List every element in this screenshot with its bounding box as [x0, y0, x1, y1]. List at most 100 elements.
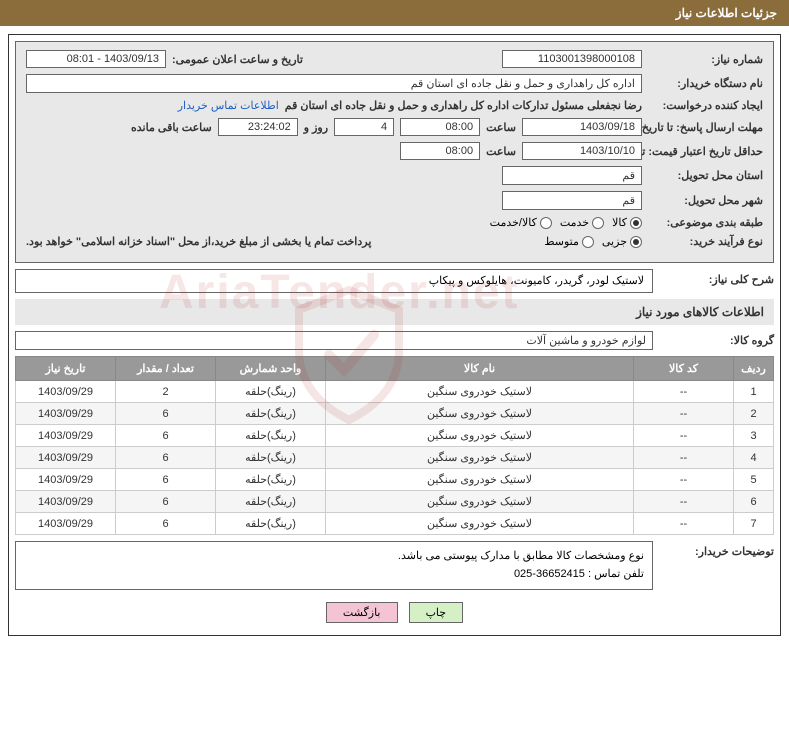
table-cell-qty: 6 — [116, 491, 216, 513]
print-button[interactable]: چاپ — [409, 602, 464, 623]
table-cell-unit: (رینگ)حلقه — [216, 469, 326, 491]
table-row: 4--لاستیک خودروی سنگین(رینگ)حلقه61403/09… — [16, 447, 774, 469]
th-name: نام کالا — [326, 357, 634, 381]
radio-khadmat-label: خدمت — [560, 216, 589, 229]
radio-dot-icon — [540, 217, 552, 229]
main-container: AriaTender.net شماره نیاز: 1103001398000… — [8, 34, 781, 636]
table-row: 6--لاستیک خودروی سنگین(رینگ)حلقه61403/09… — [16, 491, 774, 513]
table-cell-unit: (رینگ)حلقه — [216, 513, 326, 535]
table-cell-code: -- — [634, 469, 734, 491]
table-row: 3--لاستیک خودروی سنگین(رینگ)حلقه61403/09… — [16, 425, 774, 447]
goods-section-title: اطلاعات کالاهای مورد نیاز — [15, 299, 774, 325]
contact-link[interactable]: اطلاعات تماس خریدار — [178, 99, 279, 112]
table-row: 7--لاستیک خودروی سنگین(رینگ)حلقه61403/09… — [16, 513, 774, 535]
radio-partial[interactable]: جزیی — [602, 235, 642, 248]
table-cell-name: لاستیک خودروی سنگین — [326, 403, 634, 425]
table-cell-qty: 6 — [116, 425, 216, 447]
radio-dot-icon — [582, 236, 594, 248]
table-cell-qty: 2 — [116, 381, 216, 403]
goods-group-value: لوازم خودرو و ماشین آلات — [15, 331, 653, 350]
payment-note: پرداخت تمام یا بخشی از مبلغ خرید،از محل … — [26, 235, 371, 248]
buyer-label: نام دستگاه خریدار: — [648, 77, 763, 90]
table-cell-unit: (رینگ)حلقه — [216, 381, 326, 403]
page-title: جزئیات اطلاعات نیاز — [0, 0, 789, 26]
table-row: 5--لاستیک خودروی سنگین(رینگ)حلقه61403/09… — [16, 469, 774, 491]
goods-table-container: ردیف کد کالا نام کالا واحد شمارش تعداد /… — [15, 356, 774, 535]
table-cell-unit: (رینگ)حلقه — [216, 425, 326, 447]
table-cell-row: 3 — [734, 425, 774, 447]
table-cell-name: لاستیک خودروی سنگین — [326, 513, 634, 535]
general-desc: لاستیک لودر، گریدر، کامیونت، هایلوکس و پ… — [15, 269, 653, 293]
announce-value: 1403/09/13 - 08:01 — [26, 50, 166, 68]
deadline-time: 08:00 — [400, 118, 480, 136]
radio-kala[interactable]: کالا — [612, 216, 642, 229]
city-value: قم — [502, 191, 642, 210]
radio-medium[interactable]: متوسط — [544, 235, 594, 248]
back-button[interactable]: بازگشت — [326, 602, 398, 623]
table-cell-date: 1403/09/29 — [16, 447, 116, 469]
need-number-label: شماره نیاز: — [648, 53, 763, 66]
remaining-suffix: ساعت باقی مانده — [131, 121, 212, 134]
radio-dot-icon — [630, 217, 642, 229]
city-label: شهر محل تحویل: — [648, 194, 763, 207]
validity-date: 1403/10/10 — [522, 142, 642, 160]
table-cell-unit: (رینگ)حلقه — [216, 447, 326, 469]
requester-label: ایجاد کننده درخواست: — [648, 99, 763, 112]
th-row: ردیف — [734, 357, 774, 381]
validity-time: 08:00 — [400, 142, 480, 160]
table-cell-name: لاستیک خودروی سنگین — [326, 425, 634, 447]
process-radio-group: جزیی متوسط — [544, 235, 642, 248]
table-cell-date: 1403/09/29 — [16, 491, 116, 513]
radio-dot-icon — [592, 217, 604, 229]
buyer-value: اداره کل راهداری و حمل و نقل جاده ای است… — [26, 74, 642, 93]
need-number-value: 1103001398000108 — [502, 50, 642, 68]
table-cell-row: 4 — [734, 447, 774, 469]
th-date: تاریخ نیاز — [16, 357, 116, 381]
th-unit: واحد شمارش — [216, 357, 326, 381]
table-cell-code: -- — [634, 425, 734, 447]
process-label: نوع فرآیند خرید: — [648, 235, 763, 248]
time-label-1: ساعت — [486, 121, 516, 134]
form-section: شماره نیاز: 1103001398000108 تاریخ و ساع… — [15, 41, 774, 263]
time-label-2: ساعت — [486, 145, 516, 158]
buyer-notes-line1: نوع ومشخصات کالا مطابق با مدارک پیوستی م… — [24, 548, 644, 566]
province-value: قم — [502, 166, 642, 185]
table-cell-code: -- — [634, 403, 734, 425]
radio-partial-label: جزیی — [602, 235, 627, 248]
table-cell-row: 7 — [734, 513, 774, 535]
days-suffix: روز و — [304, 121, 328, 134]
table-cell-unit: (رینگ)حلقه — [216, 403, 326, 425]
validity-label: حداقل تاریخ اعتبار قیمت: تا تاریخ: — [648, 145, 763, 158]
table-cell-date: 1403/09/29 — [16, 469, 116, 491]
table-cell-name: لاستیک خودروی سنگین — [326, 491, 634, 513]
countdown: 23:24:02 — [218, 118, 298, 136]
table-cell-code: -- — [634, 447, 734, 469]
goods-group-label: گروه کالا: — [659, 334, 774, 347]
table-cell-qty: 6 — [116, 403, 216, 425]
table-row: 1--لاستیک خودروی سنگین(رینگ)حلقه21403/09… — [16, 381, 774, 403]
buyer-notes: نوع ومشخصات کالا مطابق با مدارک پیوستی م… — [15, 541, 653, 590]
table-cell-code: -- — [634, 513, 734, 535]
radio-khadmat[interactable]: خدمت — [560, 216, 604, 229]
days-value: 4 — [334, 118, 394, 136]
table-cell-qty: 6 — [116, 513, 216, 535]
table-cell-qty: 6 — [116, 447, 216, 469]
province-label: استان محل تحویل: — [648, 169, 763, 182]
radio-both[interactable]: کالا/خدمت — [490, 216, 552, 229]
category-label: طبقه بندی موضوعی: — [648, 216, 763, 229]
table-cell-name: لاستیک خودروی سنگین — [326, 469, 634, 491]
table-cell-row: 6 — [734, 491, 774, 513]
table-cell-qty: 6 — [116, 469, 216, 491]
th-qty: تعداد / مقدار — [116, 357, 216, 381]
table-cell-date: 1403/09/29 — [16, 381, 116, 403]
deadline-label: مهلت ارسال پاسخ: تا تاریخ: — [648, 121, 763, 134]
table-cell-row: 2 — [734, 403, 774, 425]
table-cell-code: -- — [634, 491, 734, 513]
table-cell-name: لاستیک خودروی سنگین — [326, 381, 634, 403]
radio-dot-icon — [630, 236, 642, 248]
requester-value: رضا نجفعلی مسئول تدارکات اداره کل راهدار… — [285, 99, 642, 112]
goods-table: ردیف کد کالا نام کالا واحد شمارش تعداد /… — [15, 356, 774, 535]
button-row: چاپ بازگشت — [15, 596, 774, 629]
radio-medium-label: متوسط — [544, 235, 579, 248]
table-cell-date: 1403/09/29 — [16, 425, 116, 447]
